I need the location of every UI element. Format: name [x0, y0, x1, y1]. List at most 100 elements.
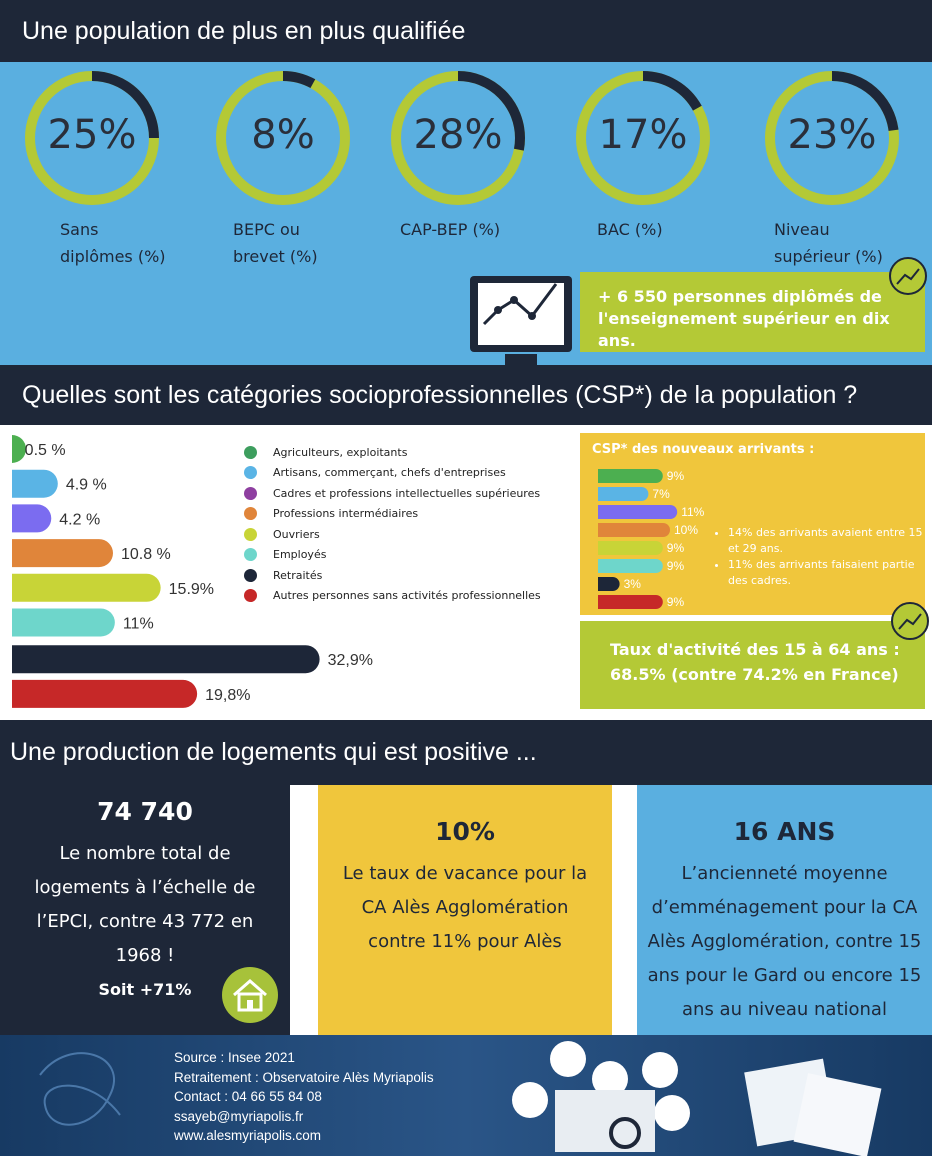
mini-bar-label: 7% [652, 487, 670, 501]
mini-bar-label: 9% [667, 595, 685, 609]
footer-line: Contact : 04 66 55 84 08 [174, 1089, 322, 1104]
bar [12, 679, 198, 708]
ring-label: 8% [251, 112, 315, 158]
ring-arc [216, 71, 350, 205]
legend-row: Retraités [244, 565, 541, 586]
footer-art [39, 1041, 882, 1156]
card: 16 ANS L’ancienneté moyenne d’emménageme… [647, 815, 922, 1027]
card-extra: Soit +71% [98, 980, 192, 999]
card-text: Le nombre total de logements à l’échelle… [34, 843, 256, 966]
growth-arrow [898, 613, 922, 630]
growth-arrow [896, 268, 920, 285]
mini-bar [598, 487, 649, 501]
legend-text: Ouvriers [273, 527, 320, 541]
footer-line: Retraitement : Observatoire Alès Myriapo… [174, 1069, 434, 1085]
activity-box [580, 621, 925, 709]
ring-label: 23% [787, 112, 877, 158]
ring-label: 28% [413, 112, 503, 158]
mini-bar-label: 3% [624, 577, 642, 591]
mini-bar [598, 595, 663, 609]
monitor-icon [470, 276, 572, 365]
mini-bar [598, 577, 620, 591]
mini-bar [598, 523, 670, 537]
activity-text: Taux d'activité des 15 à 64 ans : 68.5% … [610, 640, 900, 684]
ring-arc [25, 71, 159, 205]
section-title: Une production de logements qui est posi… [10, 738, 537, 766]
card-background [637, 785, 932, 1035]
legend-row: Autres personnes sans activités professi… [244, 586, 541, 607]
arrivals-title: CSP* des nouveaux arrivants : [592, 442, 815, 457]
ring-arc [391, 71, 525, 205]
legend-row: Employés [244, 545, 541, 566]
card-headline: 10% [435, 817, 495, 846]
section-title: Quelles sont les catégories socioprofess… [22, 380, 858, 409]
legend-text: Cadres et professions intellectuelles su… [273, 486, 541, 500]
bar [12, 608, 115, 637]
mini-bar-label: 9% [667, 559, 685, 573]
card: 10% Le taux de vacance pour la CA Alès A… [340, 815, 590, 959]
mini-bar [598, 559, 663, 573]
note: 11% des arrivants faisaient partie des c… [728, 557, 932, 589]
mini-bar-label: 11% [681, 505, 704, 519]
legend-text: Agriculteurs, exploitants [273, 445, 408, 459]
callout-box [580, 272, 925, 352]
mini-bar-label: 9% [667, 541, 685, 555]
bar [12, 504, 52, 533]
bar [12, 435, 26, 463]
rings-svg [25, 71, 927, 365]
legend-row: Professions intermédiaires [244, 504, 541, 525]
legend-dot [244, 466, 257, 480]
mini-bar-label: 10% [674, 523, 698, 537]
footer-line: Source : Insee 2021 [174, 1050, 295, 1065]
legend-text: Retraités [273, 568, 323, 582]
legend-text: Employés [273, 548, 327, 562]
arrivals-notes: 14% des arrivants avaient entre 15 et 29… [712, 525, 932, 589]
legend-dot [244, 445, 257, 459]
header: Quelles sont les catégories socioprofess… [0, 365, 932, 425]
mini-bar [598, 541, 663, 555]
legend-row: Agriculteurs, exploitants [244, 442, 541, 463]
footer-text: Source : Insee 2021 Retraitement : Obser… [174, 1048, 434, 1146]
ring-label: 17% [598, 112, 688, 158]
ring-caption: Sans diplômes (%) [60, 220, 166, 266]
bar-label: 11% [123, 616, 154, 633]
card-text: Le taux de vacance pour la CA Alès Agglo… [342, 863, 588, 952]
legend-dot [244, 486, 257, 500]
csp-svg: 0.5 % 4.9 % 4.2 % 10.8 % 15.9% 11% 32,9% 19,8% 9… [12, 433, 929, 709]
legend-dot [244, 589, 257, 603]
ring-arc [765, 71, 899, 205]
footer-line: www.alesmyriapolis.com [174, 1128, 322, 1143]
footer-line: ssayeb@myriapolis.fr [174, 1108, 304, 1124]
header: Une production de logements qui est posi… [0, 720, 932, 785]
house-icon [222, 967, 278, 1023]
legend-text: Professions intermédiaires [273, 507, 419, 521]
ring-arc [576, 71, 710, 205]
bar-label: 4.9 % [66, 477, 107, 494]
bar-label: 10.8 % [121, 546, 171, 563]
legend-dot [244, 507, 257, 521]
note: 14% des arrivants avaient entre 15 et 29… [728, 525, 932, 557]
ring-label: 25% [47, 112, 137, 158]
bar [12, 573, 161, 602]
bar [12, 645, 320, 674]
legend-row: Artisans, commerçant, chefs d'entreprise… [244, 463, 541, 484]
mini-bar [598, 505, 678, 519]
ring-caption: CAP-BEP (%) [400, 220, 501, 239]
bar [12, 539, 113, 568]
mini-bar [598, 469, 663, 483]
ring-caption: BEPC ou brevet (%) [233, 220, 318, 266]
card-background [318, 785, 612, 1035]
ring-caption: BAC (%) [597, 220, 663, 239]
callout-text: + 6 550 personnes diplômés de l'enseigne… [598, 287, 890, 350]
legend-dot [244, 548, 257, 562]
card-text: L’ancienneté moyenne d’emménagement pour… [647, 863, 922, 1020]
ring-caption: Niveau supérieur (%) [774, 220, 883, 266]
bar-label: 15.9% [169, 581, 214, 598]
card-headline: 74 740 [97, 797, 193, 826]
section-title: Une population de plus en plus qualifiée [22, 16, 466, 45]
mini-bar-label: 9% [667, 469, 685, 483]
legend-row: Ouvriers [244, 524, 541, 545]
